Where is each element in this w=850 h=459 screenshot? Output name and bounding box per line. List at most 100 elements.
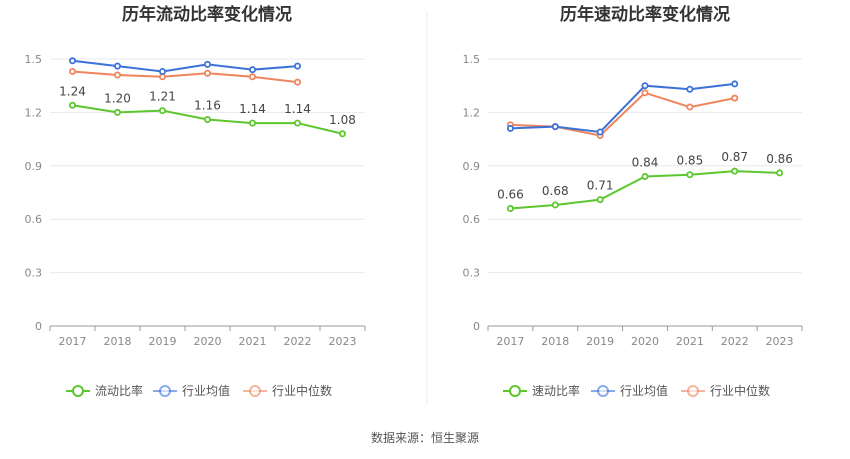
y-tick-label: 0.3	[25, 267, 43, 280]
data-point	[158, 73, 166, 81]
data-point	[248, 73, 256, 81]
series-line	[510, 82, 735, 134]
legend-label: 行业均值	[182, 383, 230, 398]
legend-marker	[72, 385, 84, 397]
legend-item: 行业中位数	[243, 383, 332, 398]
data-point	[731, 94, 739, 102]
legend-label: 流动比率	[95, 383, 143, 398]
y-tick-label: 0.3	[463, 267, 481, 280]
data-point	[248, 119, 256, 127]
data-source-note: 数据来源：恒生聚源	[370, 431, 479, 445]
data-label: 0.86	[766, 152, 793, 166]
series-line	[72, 70, 298, 84]
y-tick-label: 0	[473, 320, 480, 333]
data-point	[69, 101, 77, 109]
y-tick-label: 0	[35, 320, 42, 333]
y-tick-label: 1.5	[25, 53, 43, 66]
legend-label: 行业均值	[620, 383, 668, 398]
x-tick-label: 2021	[239, 335, 267, 348]
legend-item: 流动比率	[66, 383, 143, 398]
legend-label: 行业中位数	[710, 383, 770, 398]
data-label: 0.68	[542, 184, 569, 198]
x-tick-label: 2019	[586, 335, 614, 348]
legend-marker	[159, 385, 171, 397]
data-label: 1.21	[149, 90, 176, 104]
data-point	[203, 69, 211, 77]
data-point	[506, 205, 514, 213]
x-tick-label: 2022	[284, 335, 312, 348]
data-label: 1.14	[239, 102, 266, 116]
y-tick-label: 1.2	[25, 106, 43, 119]
x-tick-label: 2020	[194, 335, 222, 348]
x-tick-label: 2017	[59, 335, 87, 348]
data-point	[551, 123, 559, 131]
legend-item: 行业均值	[591, 383, 668, 398]
x-tick-label: 2022	[721, 335, 749, 348]
data-point	[203, 116, 211, 124]
data-point	[686, 103, 694, 111]
data-label: 0.85	[676, 154, 703, 168]
data-label: 1.16	[194, 99, 221, 113]
y-tick-label: 1.2	[463, 106, 481, 119]
data-label: 1.14	[284, 102, 311, 116]
data-point	[338, 130, 346, 138]
data-point	[641, 172, 649, 180]
legend-marker	[687, 385, 699, 397]
legend-item: 行业均值	[153, 383, 230, 398]
data-point	[506, 124, 514, 132]
x-tick-label: 2017	[496, 335, 524, 348]
data-point	[293, 62, 301, 70]
y-tick-label: 1.5	[463, 53, 481, 66]
y-tick-label: 0.9	[463, 160, 481, 173]
legend-label: 行业中位数	[272, 383, 332, 398]
legend-marker	[249, 385, 261, 397]
data-point	[114, 62, 122, 70]
data-point	[69, 57, 77, 65]
data-point	[158, 107, 166, 115]
data-label: 0.71	[587, 179, 614, 193]
x-tick-label: 2023	[766, 335, 794, 348]
x-tick-label: 2021	[676, 335, 704, 348]
x-tick-label: 2020	[631, 335, 659, 348]
data-point	[641, 89, 649, 97]
data-point	[686, 85, 694, 93]
legend-marker	[509, 385, 521, 397]
data-point	[596, 128, 604, 136]
data-point	[203, 60, 211, 68]
data-point	[158, 67, 166, 75]
data-point	[293, 78, 301, 86]
data-label: 1.20	[104, 91, 131, 105]
data-point	[731, 167, 739, 175]
data-label: 1.08	[329, 113, 356, 127]
data-point	[293, 119, 301, 127]
series-line	[72, 59, 298, 73]
data-label: 0.84	[632, 155, 659, 169]
data-label: 0.87	[721, 150, 748, 164]
x-tick-label: 2018	[104, 335, 132, 348]
data-point	[551, 201, 559, 209]
x-tick-label: 2019	[149, 335, 177, 348]
data-point	[69, 67, 77, 75]
current-ratio-chart: 历年流动比率变化情况 0 0.3 0.6 0.9 1.2 1.5 2017 2018 2019 20…	[25, 4, 366, 398]
legend-item: 行业中位数	[681, 383, 770, 398]
x-tick-label: 2023	[329, 335, 357, 348]
y-tick-label: 0.9	[25, 160, 43, 173]
data-point	[114, 108, 122, 116]
legend-label: 速动比率	[532, 383, 580, 398]
data-point	[596, 196, 604, 204]
data-point	[248, 66, 256, 74]
data-point	[114, 71, 122, 79]
y-tick-label: 0.6	[25, 213, 43, 226]
data-point	[776, 169, 784, 177]
y-tick-label: 0.6	[463, 213, 481, 226]
quick-ratio-chart: 历年速动比率变化情况 0 0.3 0.6 0.9 1.2 1.5 2017 2018 2019 20…	[463, 4, 803, 398]
x-tick-label: 2018	[541, 335, 569, 348]
series-line	[510, 91, 735, 137]
legend-item: 速动比率	[503, 383, 580, 398]
chart-title: 历年流动比率变化情况	[122, 4, 292, 25]
data-point	[641, 82, 649, 90]
chart-title: 历年速动比率变化情况	[560, 4, 730, 25]
data-point	[686, 171, 694, 179]
data-point	[731, 80, 739, 88]
